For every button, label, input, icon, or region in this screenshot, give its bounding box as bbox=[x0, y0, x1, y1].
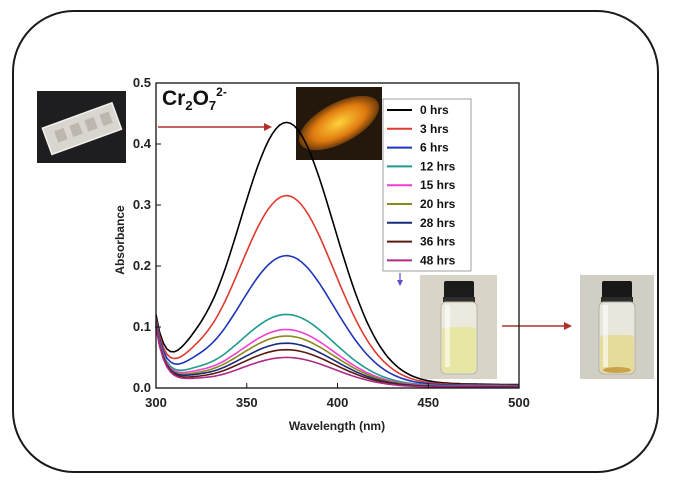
arrow-legend-down bbox=[397, 273, 403, 286]
photo-vial-after bbox=[580, 275, 654, 379]
photo-fluorescent-strip bbox=[296, 87, 382, 160]
y-tick-label: 0.3 bbox=[133, 197, 151, 212]
dichromate-label: Cr2O72- bbox=[162, 85, 227, 113]
series-line-28-hrs bbox=[155, 325, 519, 388]
dichromate-sub2: 7 bbox=[209, 98, 216, 113]
dichromate-sup: 2- bbox=[216, 85, 227, 99]
x-tick-labels: 300 350 400 450 500 bbox=[145, 395, 530, 410]
arrow-vial-to-vial bbox=[502, 322, 572, 330]
x-axis-title: Wavelength (nm) bbox=[289, 419, 385, 433]
legend-entries: 0 hrs 3 hrs 6 hrs 12 hrs 15 hrs 20 hrs 28 hrs 3… bbox=[387, 103, 456, 267]
y-tick-label: 0.2 bbox=[133, 258, 151, 273]
axis-ticks bbox=[155, 82, 520, 389]
y-tick-label: 0.0 bbox=[133, 380, 151, 395]
series-line-48-hrs bbox=[155, 327, 519, 389]
x-tick-label: 500 bbox=[508, 395, 530, 410]
legend-label: 48 hrs bbox=[420, 253, 456, 267]
legend-label: 20 hrs bbox=[420, 197, 456, 211]
x-tick-label: 400 bbox=[327, 395, 349, 410]
legend-label: 3 hrs bbox=[420, 122, 449, 136]
dichromate-base: Cr bbox=[162, 87, 185, 110]
photo-test-strip bbox=[37, 91, 126, 163]
dichromate-sub1: 2 bbox=[185, 98, 192, 113]
legend-label: 36 hrs bbox=[420, 235, 456, 249]
legend: 0 hrs 3 hrs 6 hrs 12 hrs 15 hrs 20 hrs 28 hrs 3… bbox=[382, 98, 472, 272]
y-tick-label: 0.5 bbox=[133, 75, 151, 90]
x-tick-label: 450 bbox=[417, 395, 439, 410]
arrow-strip-to-fluorescence bbox=[158, 123, 272, 131]
x-tick-label: 300 bbox=[145, 395, 167, 410]
legend-label: 15 hrs bbox=[420, 178, 456, 192]
series-curves bbox=[155, 121, 520, 389]
y-axis-title: Absorbance bbox=[113, 205, 127, 275]
series-line-0-hrs bbox=[155, 121, 519, 386]
y-tick-labels: 0.0 0.1 0.2 0.3 0.4 0.5 bbox=[133, 75, 152, 395]
legend-label: 28 hrs bbox=[420, 216, 456, 230]
series-line-36-hrs bbox=[155, 326, 519, 388]
legend-label: 0 hrs bbox=[420, 103, 449, 117]
photo-vial-before bbox=[420, 275, 497, 379]
y-tick-label: 0.4 bbox=[133, 136, 152, 151]
x-tick-label: 350 bbox=[236, 395, 258, 410]
y-tick-label: 0.1 bbox=[133, 319, 151, 334]
legend-label: 12 hrs bbox=[420, 159, 456, 173]
dichromate-mid: O bbox=[193, 87, 209, 110]
legend-label: 6 hrs bbox=[420, 141, 449, 155]
series-line-12-hrs bbox=[155, 313, 519, 388]
